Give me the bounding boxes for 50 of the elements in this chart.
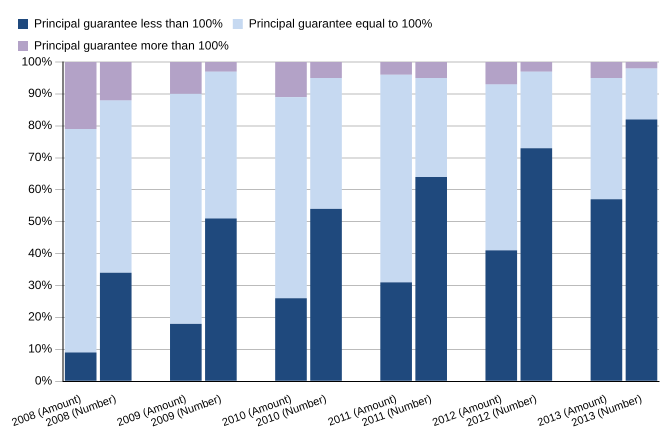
bar [310,78,342,209]
y-tick-label: 10% [28,342,52,356]
bar [64,129,97,353]
legend-label: Principal guarantee equal to 100% [248,16,433,30]
bar [485,250,518,381]
y-tick-label: 30% [28,278,52,292]
bar [485,84,518,250]
y-tick-label: 80% [28,118,52,132]
bar [100,272,132,381]
bar [275,298,307,381]
bar [275,97,307,298]
bar [170,62,202,94]
bar [590,62,622,78]
bar [310,208,342,381]
bar [485,62,518,84]
y-tick-label: 20% [28,310,52,324]
bar [520,72,552,148]
bar [380,282,412,381]
bar [415,62,447,78]
bar [380,74,412,282]
legend-label: Principal guarantee more than 100% [34,38,230,52]
bar [520,62,552,72]
bar [626,62,658,68]
y-tick-label: 0% [34,374,52,388]
bar [170,94,202,324]
bar [520,148,552,381]
bar [590,199,622,381]
y-tick-label: 40% [28,246,52,260]
bar [100,62,132,100]
bar [590,78,622,200]
bar [64,352,97,381]
bar [205,72,237,218]
y-tick-label: 100% [21,54,52,68]
bar [310,62,342,78]
y-tick-label: 70% [28,150,52,164]
bar [626,68,658,120]
bar [380,62,412,75]
bar [205,218,237,381]
y-tick-label: 50% [28,214,52,228]
bar [415,78,447,177]
legend-label: Principal guarantee less than 100% [34,16,224,30]
bar [64,62,97,130]
y-tick-label: 60% [28,182,52,196]
y-tick-label: 90% [28,86,52,100]
bar [415,176,447,381]
bar [170,324,202,381]
bar [205,62,237,72]
bar [100,100,132,273]
bar [275,62,307,98]
bar [626,119,658,381]
